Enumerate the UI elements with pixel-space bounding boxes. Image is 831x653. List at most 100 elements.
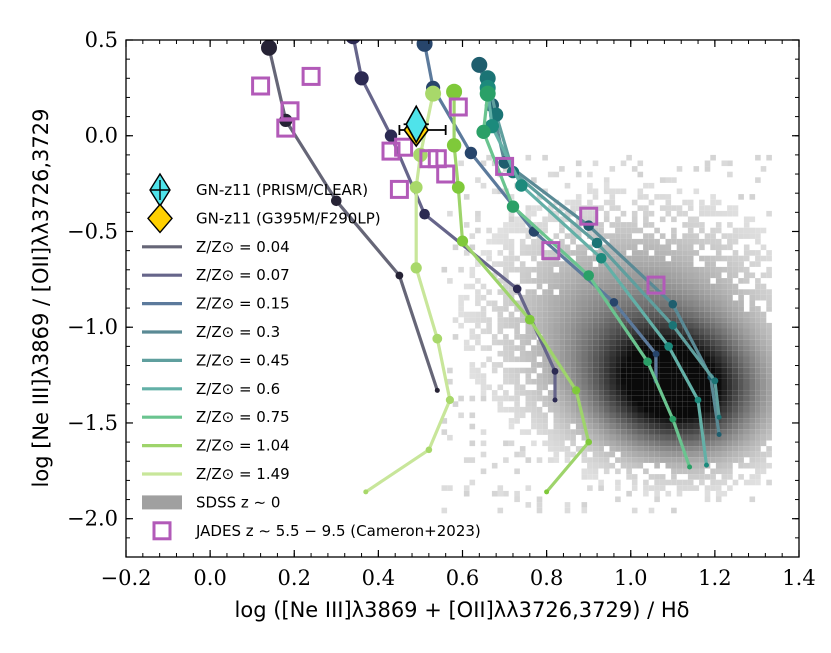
sdss-bin: [743, 216, 750, 223]
sdss-bin: [749, 423, 756, 430]
sdss-bin: [659, 244, 666, 251]
sdss-bin: [486, 300, 492, 307]
sdss-bin: [486, 317, 492, 323]
sdss-bin: [727, 328, 733, 335]
sdss-bin: [620, 373, 627, 379]
sdss-bin: [553, 362, 560, 368]
track-point-7: [446, 83, 463, 100]
sdss-bin: [710, 418, 716, 424]
sdss-bin: [648, 356, 655, 363]
sdss-bin: [755, 283, 761, 290]
sdss-bin: [463, 317, 470, 323]
sdss-bin: [581, 244, 588, 251]
sdss-bin: [732, 356, 739, 363]
sdss-bin: [676, 440, 683, 447]
sdss-bin: [715, 468, 722, 475]
sdss-bin: [665, 390, 672, 396]
sdss-bin: [715, 373, 722, 379]
sdss-bin: [721, 300, 728, 307]
sdss-bin: [587, 390, 593, 396]
sdss-bin: [631, 283, 638, 290]
sdss-bin: [603, 440, 610, 447]
sdss-bin: [620, 294, 627, 301]
sdss-bin: [682, 266, 688, 273]
sdss-bin: [559, 244, 565, 251]
sdss-bin: [575, 350, 582, 357]
sdss-bin: [643, 266, 649, 273]
sdss-bin: [598, 250, 604, 256]
sdss-bin: [609, 311, 616, 318]
sdss-bin: [704, 390, 711, 396]
sdss-bin: [536, 362, 543, 368]
sdss-bin: [671, 272, 677, 279]
sdss-bin: [570, 434, 576, 441]
sdss-bin: [631, 294, 638, 301]
sdss-bin: [626, 418, 632, 424]
sdss-bin: [738, 406, 744, 413]
sdss-bin: [603, 406, 610, 413]
sdss-bin: [486, 289, 492, 295]
sdss-bin: [620, 188, 627, 195]
sdss-bin: [570, 300, 576, 307]
sdss-bin: [766, 434, 772, 441]
sdss-bin: [648, 446, 655, 452]
sdss-bin: [620, 278, 627, 284]
sdss-bin: [676, 188, 683, 195]
sdss-bin: [564, 406, 571, 413]
sdss-bin: [542, 401, 548, 407]
sdss-bin: [514, 255, 520, 262]
sdss-bin: [671, 283, 677, 290]
sdss-bin: [659, 339, 666, 346]
sdss-bin: [643, 334, 649, 340]
sdss-bin: [671, 227, 677, 234]
sdss-bin: [620, 356, 627, 363]
sdss-bin: [609, 222, 616, 228]
sdss-bin: [687, 289, 694, 295]
sdss-bin: [441, 418, 448, 424]
sdss-bin: [727, 222, 733, 228]
sdss-bin: [659, 317, 666, 323]
sdss-bin: [620, 272, 627, 279]
sdss-bin: [760, 328, 767, 335]
sdss-bin: [609, 328, 616, 335]
sdss-bin: [760, 412, 767, 419]
sdss-bin: [542, 440, 548, 447]
sdss-bin: [766, 462, 772, 469]
x-tick-label: 1.4: [782, 566, 815, 590]
track-point-1: [552, 397, 558, 403]
sdss-bin: [738, 390, 744, 396]
sdss-bin: [570, 339, 576, 346]
sdss-bin: [564, 367, 571, 374]
sdss-bin: [715, 199, 722, 206]
sdss-bin: [592, 440, 599, 447]
sdss-bin: [603, 350, 610, 357]
sdss-bin: [687, 294, 694, 301]
sdss-bin: [587, 345, 593, 351]
sdss-bin: [525, 210, 532, 217]
sdss-bin: [615, 367, 621, 374]
sdss-bin: [620, 384, 627, 391]
sdss-bin: [514, 418, 520, 424]
sdss-bin: [721, 210, 728, 217]
sdss-bin: [766, 334, 772, 340]
sdss-bin: [575, 429, 582, 435]
sdss-bin: [699, 468, 705, 475]
sdss-bin: [592, 390, 599, 396]
sdss-bin: [637, 238, 644, 245]
sdss-bin: [609, 199, 616, 206]
sdss-bin: [755, 227, 761, 234]
sdss-bin: [547, 378, 554, 385]
y-tick-label: −1.5: [67, 411, 118, 435]
sdss-bin: [536, 311, 543, 318]
sdss-bin: [469, 317, 476, 323]
sdss-bin: [463, 457, 470, 463]
sdss-bin: [542, 317, 548, 323]
sdss-bin: [682, 317, 688, 323]
sdss-bin: [603, 317, 610, 323]
sdss-bin: [581, 250, 588, 256]
sdss-bin: [570, 294, 576, 301]
sdss-bin: [491, 272, 498, 279]
sdss-bin: [508, 345, 515, 351]
sdss-bin: [671, 233, 677, 239]
sdss-bin: [615, 205, 621, 211]
